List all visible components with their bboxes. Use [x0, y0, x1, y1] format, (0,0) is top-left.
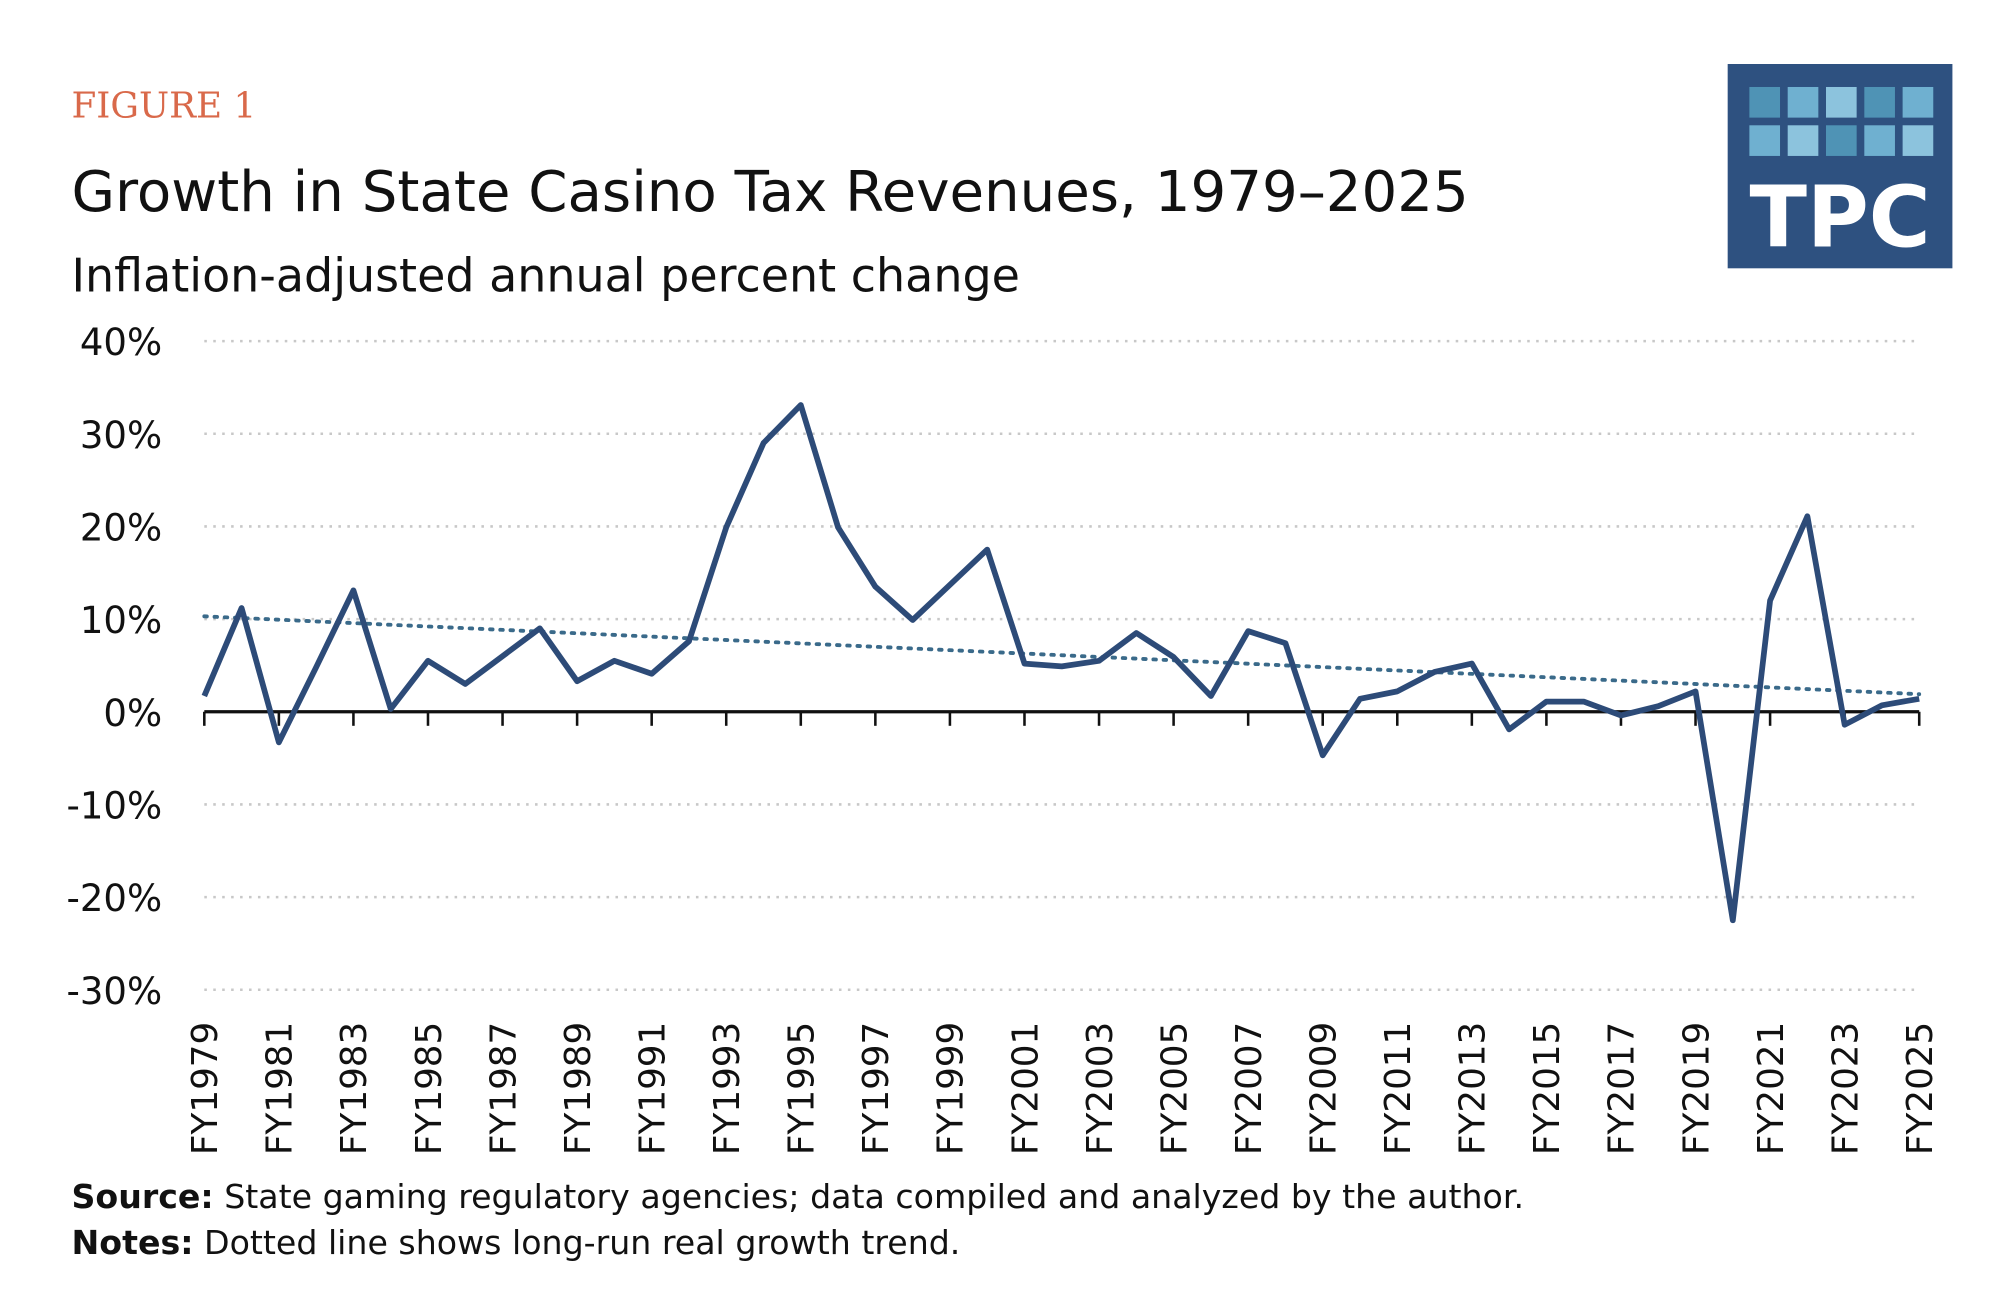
y-tick-label: 20%	[80, 506, 162, 549]
y-tick-label: 30%	[80, 414, 162, 457]
y-tick-label: -10%	[67, 784, 163, 827]
x-tick-label: FY1987	[483, 1022, 524, 1155]
y-tick-label: -30%	[67, 970, 163, 1013]
x-tick-label: FY2005	[1154, 1022, 1195, 1155]
x-tick-label: FY2023	[1825, 1022, 1866, 1155]
x-tick-label: FY1993	[707, 1022, 748, 1155]
notes-text: Dotted line shows long-run real growth t…	[204, 1223, 960, 1262]
x-tick-label: FY1989	[558, 1022, 599, 1155]
y-tick-label: 40%	[80, 321, 162, 364]
notes: Notes: Dotted line shows long-run real g…	[72, 1223, 961, 1262]
x-tick-label: FY2003	[1080, 1022, 1121, 1155]
x-tick-label: FY1997	[856, 1022, 897, 1155]
x-tick-label: FY1983	[334, 1022, 375, 1155]
x-tick-label: FY2019	[1676, 1022, 1717, 1155]
x-tick-label: FY1985	[409, 1022, 450, 1155]
chart-title: Growth in State Casino Tax Revenues, 197…	[72, 160, 1469, 225]
x-tick-label: FY1991	[632, 1022, 673, 1155]
notes-label: Notes:	[72, 1223, 194, 1262]
x-tick-label: FY2025	[1900, 1022, 1941, 1155]
x-tick-label: FY1979	[185, 1022, 226, 1155]
logo-squares	[1749, 86, 1934, 156]
x-tick-label: FY2001	[1005, 1022, 1046, 1155]
trend-line	[202, 614, 1922, 697]
y-tick-label: 10%	[80, 599, 162, 642]
logo-text: TPC	[1749, 169, 1930, 267]
x-tick-label: FY2013	[1453, 1022, 1494, 1155]
source: Source: State gaming regulatory agencies…	[72, 1177, 1525, 1216]
source-text: State gaming regulatory agencies; data c…	[224, 1177, 1524, 1216]
x-tick-label: FY1995	[782, 1022, 823, 1155]
chart-subtitle: Inflation-adjusted annual percent change	[72, 248, 1020, 302]
x-tick-label: FY2007	[1229, 1022, 1270, 1155]
x-tick-label: FY2009	[1303, 1022, 1344, 1155]
x-tick-label: FY2017	[1602, 1022, 1643, 1155]
x-tick-label: FY2011	[1378, 1022, 1419, 1155]
x-tick-label: FY2015	[1527, 1022, 1568, 1155]
source-label: Source:	[72, 1177, 214, 1216]
x-tick-label: FY1981	[260, 1022, 301, 1155]
x-tick-label: FY1999	[931, 1022, 972, 1155]
line-series	[201, 402, 1920, 924]
y-tick-label: -20%	[67, 877, 163, 920]
x-tick-label: FY2021	[1751, 1022, 1792, 1155]
logo: TPC	[1727, 64, 1953, 269]
y-tick-label: 0%	[103, 692, 162, 735]
figure-label: FIGURE 1	[72, 86, 257, 127]
